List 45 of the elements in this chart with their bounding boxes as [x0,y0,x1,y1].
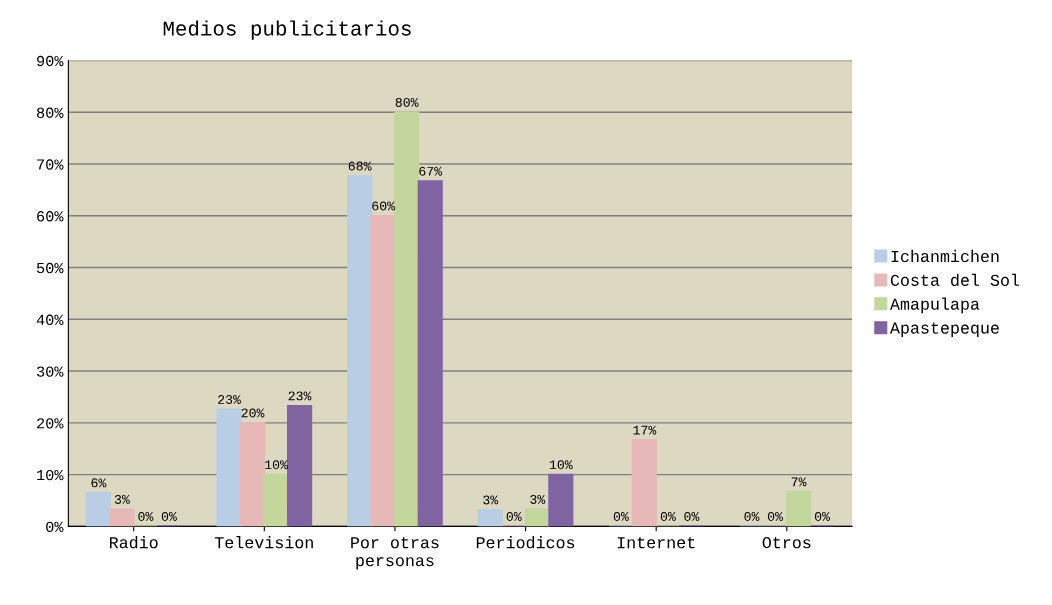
x-tick-label: Por otras personas [351,537,439,570]
data-label: 60% [372,201,396,211]
data-label: 20% [241,408,265,418]
y-tick-label: 80% [37,107,64,118]
y-tick-label: 0% [46,521,64,533]
data-label: 7% [791,477,807,487]
data-label: 3% [483,495,499,505]
legend-label: Costa del Sol [890,273,1020,287]
data-label: 0% [506,512,522,521]
data-label: 3% [530,494,546,504]
data-label: 17% [633,425,657,435]
data-label: 0% [744,512,760,521]
x-tick-label: Otros [762,537,811,549]
x-tick-label: Internet [617,537,695,549]
y-tick-label: 70% [37,159,64,170]
x-tick-label: Periodicos [476,536,575,549]
data-label: 0% [613,512,629,521]
y-tick-label: 30% [36,366,64,377]
data-label: 3% [114,494,130,504]
x-tick-label: Radio [110,536,158,549]
y-tick-label: 90% [37,55,64,67]
y-tick-label: 60% [37,211,64,222]
data-label: 80% [395,97,419,107]
data-label: 0% [660,512,676,521]
legend-label: Amapulapa [889,297,980,314]
data-label: 0% [814,512,830,521]
data-label: 68% [348,161,372,171]
data-label: 0% [138,512,154,521]
data-label: 6% [91,478,107,488]
data-label: 23% [218,395,241,404]
data-label: 0% [767,512,783,521]
legend-label: Apastepeque [889,322,999,337]
chart-title: Medios publicitarios [163,20,411,40]
y-tick-label: 40% [36,314,64,325]
data-label: 0% [161,512,177,521]
data-label: 67% [419,166,443,176]
y-tick-label: 20% [37,418,64,429]
data-label: 23% [288,391,312,401]
x-tick-label: Television [214,536,313,549]
data-label: 0% [684,512,700,521]
y-tick-label: 10% [37,469,64,481]
y-tick-label: 50% [36,262,64,274]
data-label: 10% [265,460,288,470]
data-label: 10% [549,460,573,470]
legend-label: Ichanmichen [891,249,999,263]
